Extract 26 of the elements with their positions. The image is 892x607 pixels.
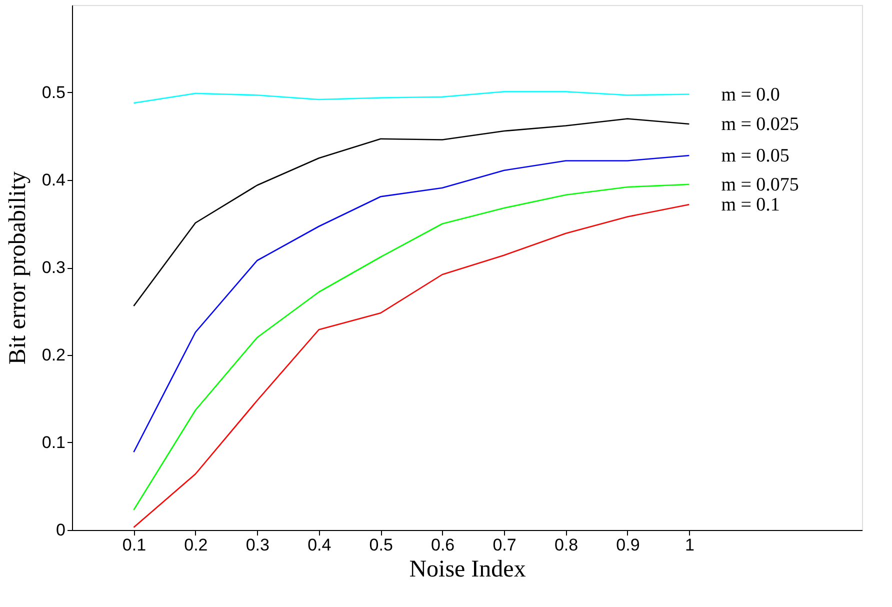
line-series	[133, 90, 690, 104]
y-tick-label: 0.5	[42, 83, 66, 102]
series-label: m = 0.1	[721, 194, 780, 216]
y-tick-label: 0.3	[42, 258, 66, 277]
x-tick-label: 0.6	[430, 536, 455, 554]
x-tick-label: 0.5	[369, 536, 393, 554]
x-tick-label: 1	[684, 536, 694, 554]
x-tick-label: 0.9	[616, 536, 640, 554]
series-label: m = 0.075	[721, 174, 799, 196]
y-tick-label: 0	[56, 520, 66, 540]
x-tick-label: 0.8	[554, 536, 578, 554]
series-label: m = 0.05	[721, 146, 790, 166]
y-axis-title: Bit error probability	[4, 171, 31, 365]
y-tick-label: 0.1	[42, 433, 66, 452]
line-series	[133, 154, 690, 453]
x-tick-label: 0.7	[492, 536, 516, 554]
x-axis-title: Noise Index	[409, 556, 526, 582]
series-label: m = 0.025	[721, 114, 799, 135]
x-tick-label: 0.1	[122, 536, 146, 554]
line-series	[133, 118, 690, 307]
y-tick-label: 0.2	[42, 346, 66, 364]
x-tick-label: 0.3	[246, 536, 270, 554]
x-tick-label: 0.2	[184, 536, 208, 554]
series-label: m = 0.0	[721, 84, 780, 106]
y-tick-label: 0.4	[42, 170, 66, 190]
x-tick-label: 0.4	[308, 536, 332, 554]
